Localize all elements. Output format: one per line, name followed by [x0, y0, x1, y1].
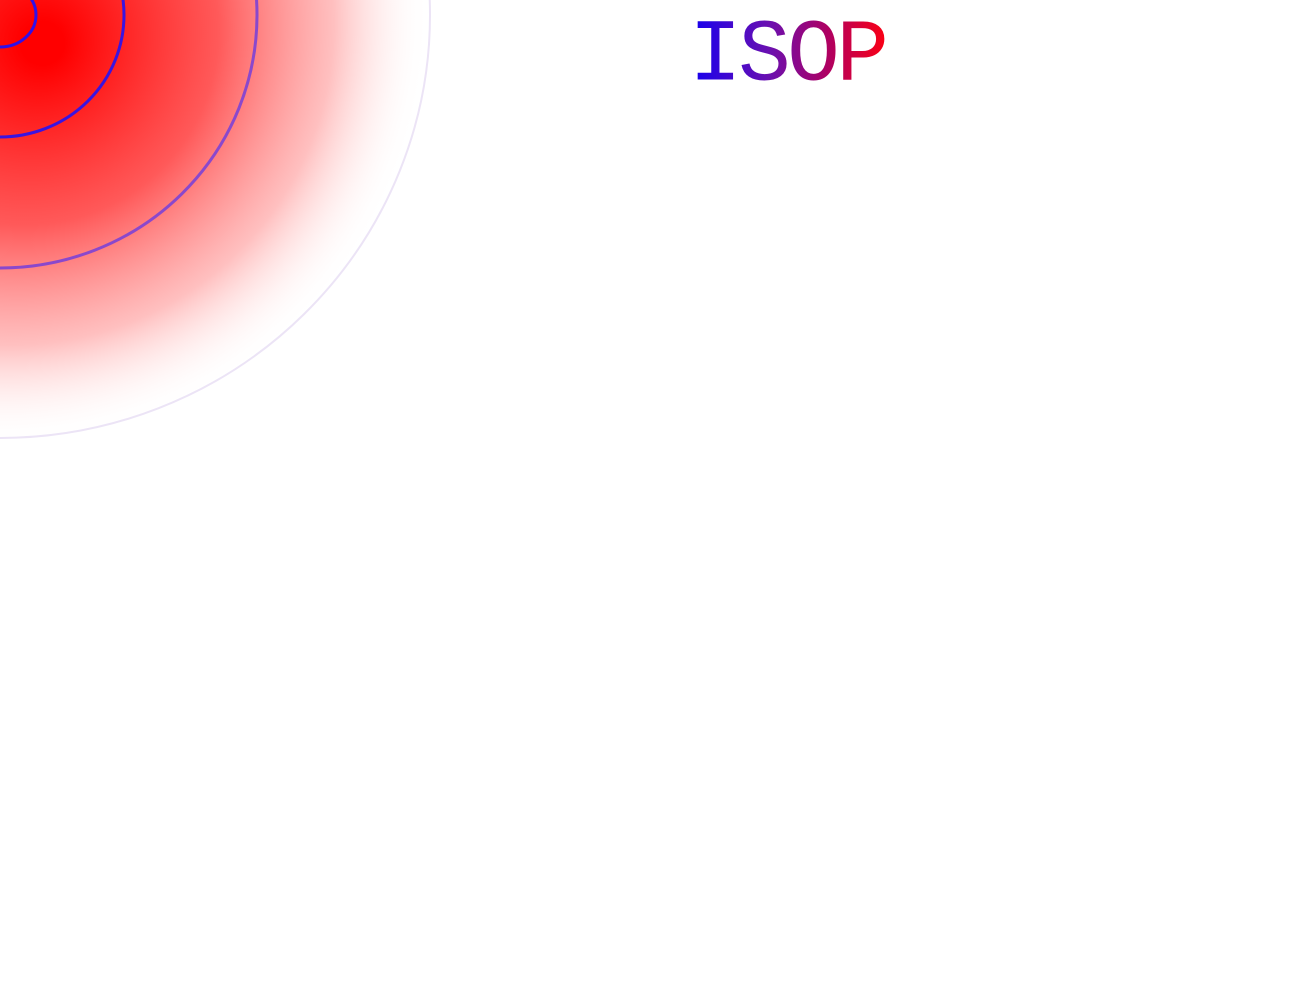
ring — [0, 0, 38, 49]
ring — [0, 0, 126, 139]
logo: ISOP — [689, 7, 889, 106]
radial-decoration — [0, 0, 431, 439]
ring — [0, 0, 259, 270]
glow — [0, 0, 430, 438]
ring — [0, 0, 431, 439]
